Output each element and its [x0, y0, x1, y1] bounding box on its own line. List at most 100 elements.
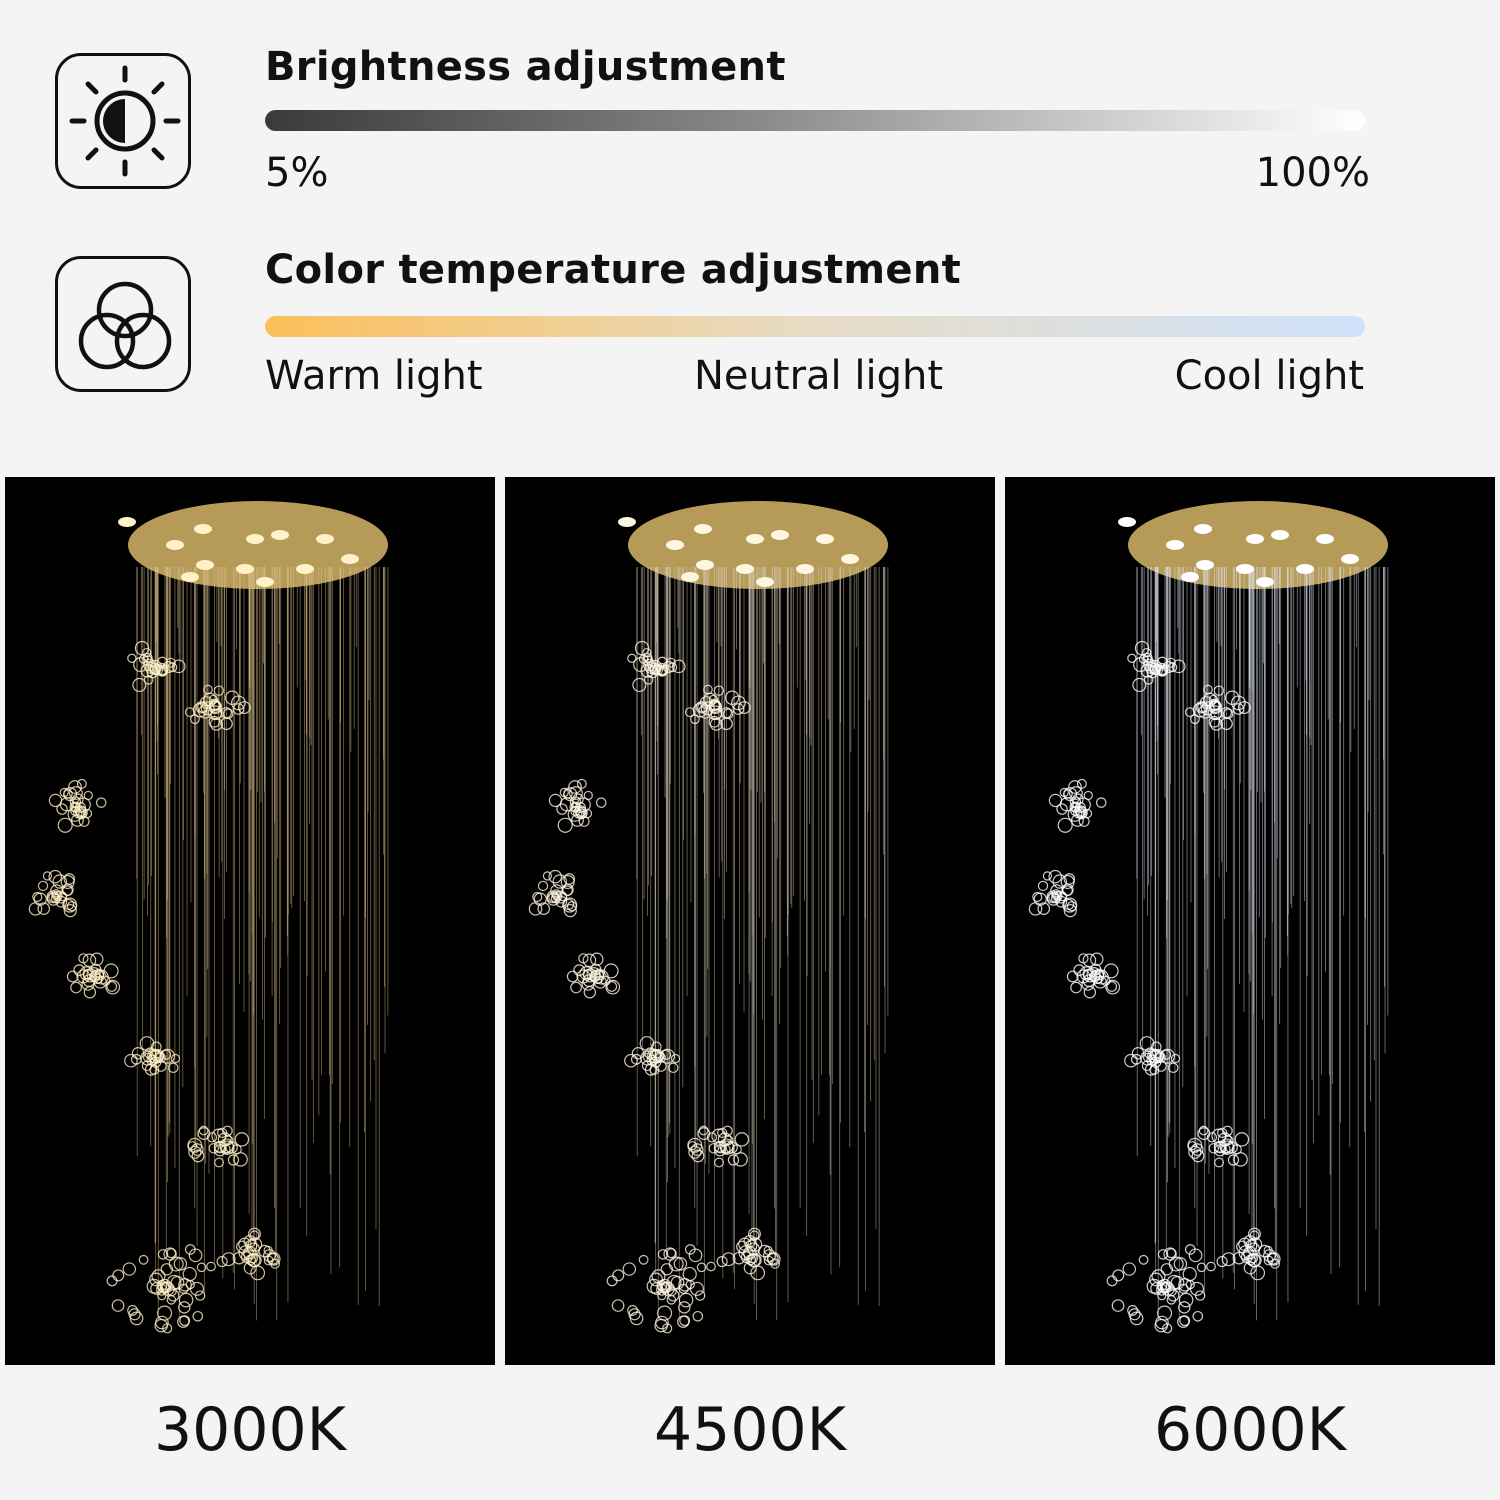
crystal-ball [1222, 1125, 1233, 1137]
crystal-ball [76, 808, 87, 820]
crystal-ball [1063, 904, 1077, 918]
crystal-ball [243, 1234, 257, 1248]
crystal-ball [743, 1261, 757, 1275]
canopy-light [296, 564, 314, 574]
brightness-slider[interactable] [265, 110, 1365, 131]
crystal-ball [750, 1265, 766, 1281]
crystal-ball [657, 1291, 667, 1301]
crystal-ball [208, 715, 221, 728]
crystal-ball [32, 891, 43, 902]
crystal-ball [583, 968, 598, 983]
crystal-ball [570, 981, 582, 994]
crystal-ball [1217, 1127, 1228, 1139]
crystal-ball [1221, 1252, 1236, 1267]
crystal-ball [1032, 891, 1043, 902]
color-temp-slider[interactable] [265, 316, 1365, 337]
crystal-ball [159, 1281, 170, 1293]
crystal-ball [1076, 808, 1087, 820]
color-temp-icon-box [55, 256, 191, 392]
sun-half-icon [69, 65, 181, 177]
crystal-ball [630, 1053, 642, 1065]
crystal-ball [657, 666, 667, 677]
crystal-ball [548, 869, 562, 884]
crystal-ball [220, 1144, 231, 1155]
crystal-ball [147, 1048, 162, 1064]
crystal-ball [232, 1251, 246, 1265]
crystal-ball [1192, 1310, 1204, 1322]
crystal-ball [1196, 1262, 1207, 1273]
crystal-ball [1111, 1299, 1125, 1312]
crystal-ball [582, 953, 597, 968]
crystal-ball [161, 1049, 172, 1060]
crystal-ball [63, 789, 73, 799]
crystal-ball [1156, 1305, 1173, 1321]
crystal-ball [1203, 684, 1213, 695]
crystal-ball [214, 1141, 226, 1153]
crystal-ball [573, 806, 586, 819]
crystal-ball [1167, 662, 1178, 673]
crystal-ball [1139, 1036, 1155, 1051]
crystal-ball [37, 880, 49, 892]
crystal-ball [668, 1062, 679, 1074]
crystal-ball [1165, 657, 1176, 668]
crystal-ball [57, 817, 73, 833]
crystal-ball [1243, 1261, 1257, 1275]
crystal-ball [213, 685, 225, 696]
crystal-ball [708, 694, 719, 705]
crystal-ball [83, 968, 98, 983]
crystal-ball [666, 1295, 677, 1305]
crystal-ball [1191, 1149, 1205, 1163]
canopy-light [1296, 564, 1314, 574]
canopy-light [236, 564, 254, 574]
canopy-light [196, 560, 214, 570]
crystal-ball [233, 1152, 248, 1167]
crystal-ball [1143, 675, 1154, 685]
crystal-ball [590, 952, 604, 966]
crystal-ball [1144, 1047, 1157, 1060]
canopy-light [771, 530, 789, 540]
crystal-ball [557, 817, 573, 833]
crystal-ball [1166, 1295, 1177, 1305]
neutral-light-label: Neutral light [694, 353, 944, 399]
crystal-ball [140, 663, 155, 678]
crystal-ball [143, 675, 154, 685]
crystal-ball [606, 1275, 618, 1287]
crystal-ball [1151, 664, 1164, 676]
crystal-ball [208, 700, 223, 715]
crystal-ball [667, 662, 678, 673]
crystal-ball [1209, 717, 1223, 731]
crystal-ball [182, 1266, 197, 1282]
crystal-ball [542, 871, 553, 881]
canopy-light [1196, 560, 1214, 570]
crystal-ball [55, 895, 68, 908]
crystal-ball [1132, 677, 1147, 693]
crystal-ball [1150, 1041, 1162, 1053]
crystal-ball [1266, 1252, 1281, 1266]
crystal-ball [156, 1305, 173, 1321]
crystal-ball [1233, 1152, 1248, 1167]
crystal-ball [745, 1254, 757, 1266]
crystal-ball [1232, 1251, 1246, 1265]
crystal-ball [1245, 1254, 1257, 1266]
crystal-ball [1166, 1274, 1182, 1290]
crystal-ball [73, 806, 86, 819]
crystal-ball [1208, 1143, 1220, 1154]
crystal-ball [222, 1125, 233, 1137]
crystal-ball [188, 1248, 203, 1263]
crystal-ball [684, 707, 695, 718]
crystal-ball [245, 1254, 257, 1266]
canopy-light [1256, 577, 1274, 587]
crystal-ball [132, 677, 147, 693]
crystal-ball [1146, 1054, 1158, 1066]
crystal-ball [1157, 1249, 1169, 1260]
crystal-ball [208, 1143, 220, 1154]
crystal-ball [157, 666, 167, 677]
canopy-light [1316, 534, 1334, 544]
crystal-ball [1167, 1289, 1180, 1302]
crystal-ball [666, 1248, 677, 1259]
crystal-ball [714, 1141, 726, 1153]
crystal-ball [173, 1257, 188, 1271]
crystal-ball [1068, 780, 1082, 794]
crystal-ball [1200, 701, 1215, 716]
crystal-ball [83, 986, 97, 999]
